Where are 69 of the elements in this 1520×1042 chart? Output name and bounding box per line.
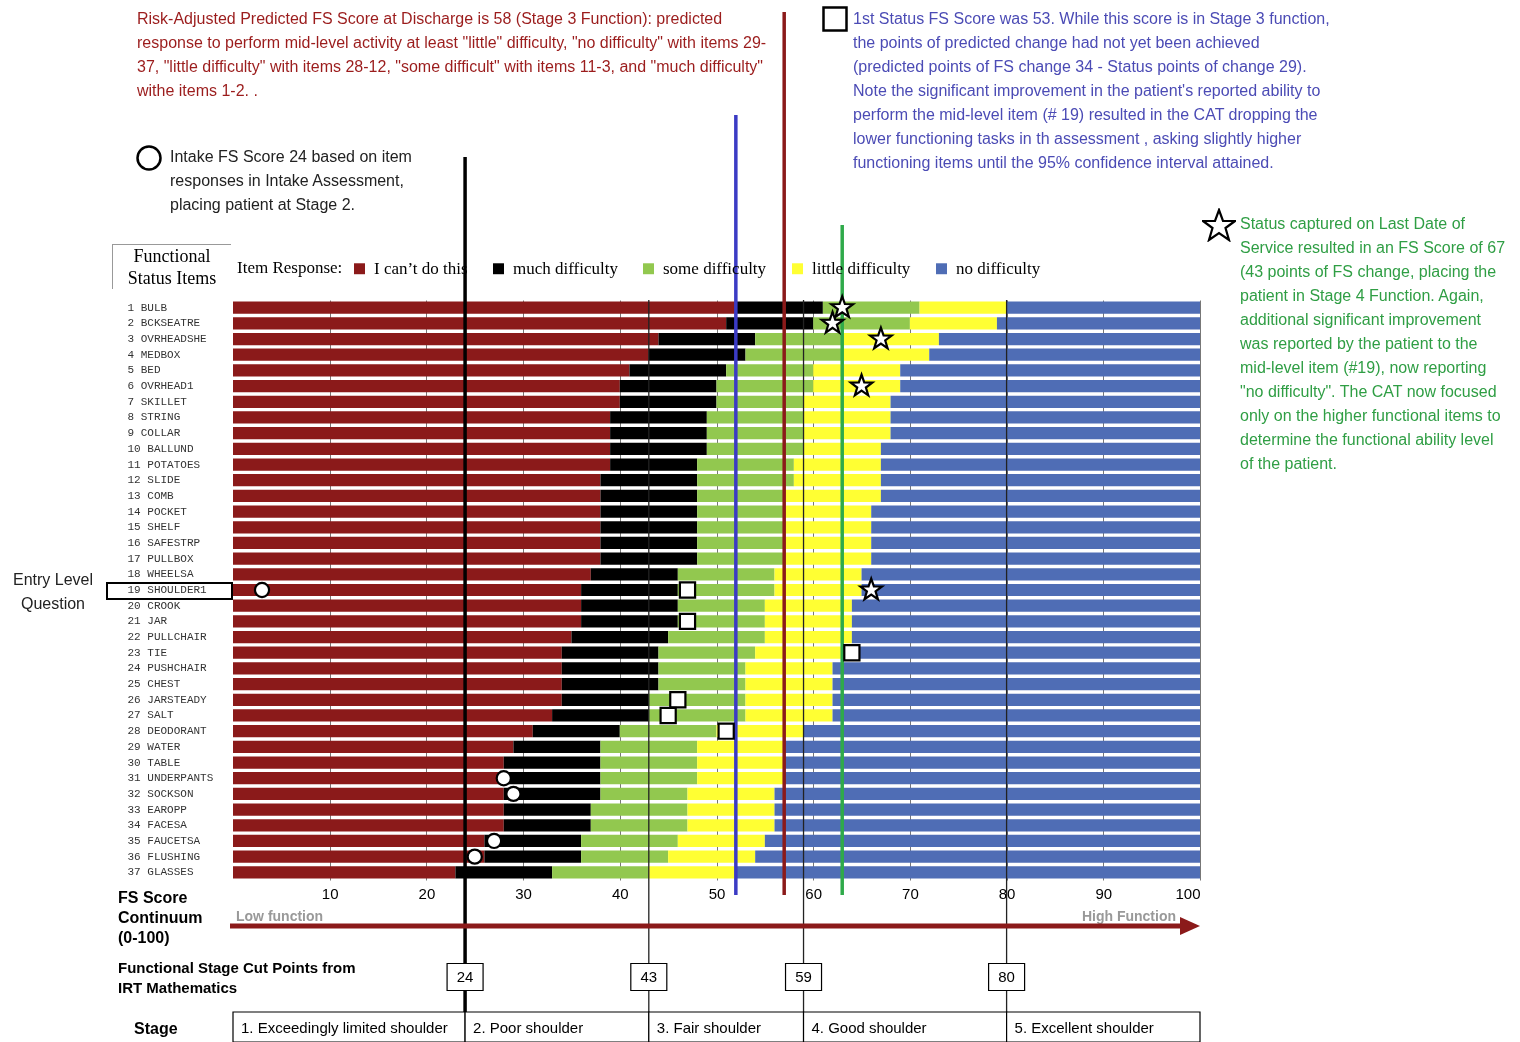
y-tick-label: 1 BULB [127, 301, 168, 314]
y-tick-label: 10 BALLUND [127, 442, 194, 455]
y-tick-label: 23 TIE [127, 646, 168, 659]
x-tick-label: 50 [708, 884, 726, 902]
y-tick-label: 11 POTATOES [127, 458, 201, 471]
y-tick-label: 19 SHOULDER1 [127, 584, 208, 596]
y-tick-label: 36 FLUSHING [127, 850, 201, 863]
legend-label: no difficulty [956, 258, 1041, 278]
x-tick-label: 10 [321, 884, 339, 902]
ref-line-label: 43 [640, 968, 658, 985]
y-tick-label: 28 DEODORANT [127, 725, 208, 738]
y-axis-title: Functional Status Items [112, 244, 231, 289]
y-tick-label: 14 POCKET [127, 505, 188, 518]
x-tick-label: 40 [611, 884, 629, 902]
y-tick-label: 5 BED [127, 364, 161, 377]
y-tick-label: 16 SAFESTRP [127, 536, 201, 549]
y-tick-label: 7 SKILLET [127, 395, 188, 408]
x-tick-label: 100 [1175, 884, 1201, 902]
ref-line-label: 59 [795, 968, 812, 985]
y-tick-label: 2 BCKSEATRE [127, 317, 201, 330]
y-tick-label: 20 CROOK [127, 599, 181, 612]
legend-title: Item Response: [237, 258, 343, 277]
ref-line-label: 24 [456, 968, 474, 985]
text: Status captured on Last Date of Service resulted in an FS Score of 67 (43 points of FS change, placing the patient in Stage 4 Function. Again, additional significant improvement was reported by the patient to the mid-level item (#19), now reporting "no difficulty". The CAT now focused only on the higher functional items to determine the functional ability level of the patient. [1240, 215, 1506, 472]
y-tick-label: 3 OVRHEADSHE [127, 333, 208, 346]
y-tick-label: 15 SHELF [127, 521, 181, 534]
text: 1st Status FS Score was 53. While this score is in Stage 3 function, the points of predicted change had not yet been achieved (predicted points of FS change 34 - Status points of change 29). Note the significant improvement in the patient's reported ability to perform the mid-level item (# 19) resulted in the CAT dropping the lower functioning tasks in th assessment , asking slightly higher functioning items until the 95% confidence interval attained. [853, 9, 1331, 173]
y-tick-label: 9 COLLAR [127, 427, 181, 440]
text: 2. Poor shoulder [473, 1019, 584, 1036]
y-tick-label: 29 WATER [127, 740, 181, 753]
y-tick-label: 27 SALT [127, 709, 175, 722]
y-tick-label: 25 CHEST [127, 678, 181, 691]
y-tick-label: 26 JARSTEADY [127, 693, 208, 706]
text: 1. Exceedingly limited shoulder [241, 1019, 448, 1036]
y-tick-label: 4 MEDBOX [127, 348, 181, 361]
y-tick-label: 8 STRING [127, 411, 181, 424]
y-tick-label: 22 PULLCHAIR [127, 631, 208, 644]
y-tick-label: 31 UNDERPANTS [127, 772, 214, 785]
y-tick-label: 24 PUSHCHAIR [127, 662, 208, 675]
x-tick-label: 70 [902, 884, 919, 902]
y-tick-label: 21 JAR [127, 615, 168, 628]
x-tick-label: 60 [805, 884, 823, 902]
y-tick-label: 34 FACESA [127, 819, 188, 832]
x-tick-label: 90 [1095, 884, 1113, 902]
y-tick-label: 17 PULLBOX [127, 552, 194, 565]
ref-line-label: 80 [998, 968, 1015, 985]
y-tick-label: 32 SOCKSON [127, 787, 194, 800]
text: Stage [134, 1019, 178, 1039]
legend-label: much difficulty [513, 258, 619, 278]
y-tick-label: 18 WHEELSA [127, 568, 194, 581]
text: Functional Stage Cut Points from IRT Mathematics [118, 958, 357, 998]
y-tick-label: 33 EAROPP [127, 803, 188, 816]
text: Low function [236, 907, 324, 926]
text: Entry Level Question [11, 570, 94, 614]
text: High Function [1080, 907, 1176, 926]
y-tick-label: 13 COMB [127, 489, 175, 502]
y-tick-label: 30 TABLE [127, 756, 181, 769]
y-tick-label: 37 GLASSES [127, 866, 194, 879]
x-tick-label: 30 [515, 884, 532, 902]
y-tick-label: 12 SLIDE [127, 474, 181, 487]
text: 3. Fair shoulder [656, 1019, 762, 1036]
y-tick-label: 35 FAUCETSA [127, 834, 201, 847]
x-tick-label: 20 [418, 884, 436, 902]
x-axis-title: FS Score Continuum (0-100) [118, 888, 204, 948]
text: 4. Good shoulder [811, 1019, 927, 1036]
text: Intake FS Score 24 based on item responses in Intake Assessment, placing patient at Stage 2. [170, 147, 413, 215]
text: Risk-Adjusted Predicted FS Score at Discharge is 58 (Stage 3 Function): predicted response to perform mid-level activity at least "little" difficulty, "no difficulty" with items 29-37, "little difficulty" with items 28-12, "some difficult" with items 11-3, and "much difficulty" withe items 1-2. . [137, 9, 768, 101]
text: 5. Excellent shoulder [1014, 1019, 1154, 1036]
y-tick-label: 6 OVRHEAD1 [127, 380, 194, 393]
